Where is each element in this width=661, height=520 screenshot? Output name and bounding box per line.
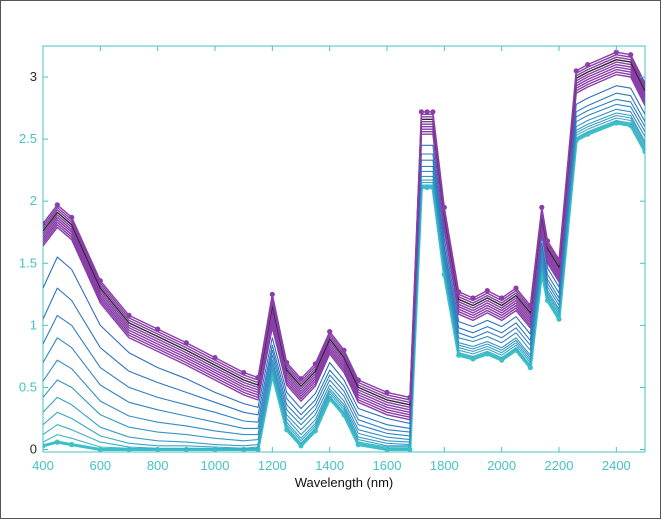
- y-tick-label: 1.5: [19, 255, 37, 270]
- series-marker-1: [527, 302, 533, 309]
- series-line-9: [43, 71, 645, 418]
- y-tick-label: 2: [30, 193, 37, 208]
- series-marker-1: [312, 361, 318, 367]
- series-line-3: [43, 56, 645, 403]
- series-marker-1: [126, 312, 132, 318]
- series-marker-1: [241, 369, 247, 376]
- series-marker-1: [484, 288, 490, 294]
- series-line-7: [43, 66, 645, 413]
- series-line-19: [43, 119, 645, 451]
- x-tick-label: 2400: [602, 458, 631, 473]
- x-tick-label: 1600: [373, 458, 402, 473]
- series-marker-1: [470, 295, 476, 301]
- series-marker-1: [255, 374, 261, 381]
- y-tick-label: 3: [30, 69, 37, 84]
- x-tick-label: 2000: [487, 458, 516, 473]
- series-line-10: [43, 73, 645, 421]
- series-marker-1: [642, 80, 645, 86]
- series-line-16: [43, 112, 645, 443]
- series-line-5: [43, 61, 645, 408]
- series-marker-1: [54, 202, 60, 208]
- series-marker-1: [97, 278, 103, 284]
- series-line-18: [43, 117, 645, 449]
- series-marker-1: [544, 238, 551, 244]
- series-line-8: [43, 68, 645, 416]
- series-marker-1: [499, 295, 505, 301]
- series-marker-1: [513, 285, 519, 291]
- series-marker-1: [298, 376, 304, 382]
- series-marker-1: [539, 204, 545, 210]
- series-marker-1: [327, 329, 333, 335]
- series-line-17: [43, 114, 645, 447]
- series-marker-21: [54, 439, 60, 445]
- x-tick-label: 1800: [430, 458, 459, 473]
- x-tick-label: 400: [32, 458, 54, 473]
- series-marker-1: [424, 109, 430, 115]
- series-marker-1: [69, 214, 75, 220]
- series-line-11: [43, 85, 645, 424]
- series-marker-1: [341, 347, 347, 353]
- y-axis: 0 0.5 1 1.5 2 2.5 3: [19, 69, 645, 457]
- x-tick-label: 2200: [545, 458, 574, 473]
- series-layer: [43, 49, 645, 452]
- series-marker-1: [43, 220, 46, 227]
- series-marker-1: [585, 62, 591, 68]
- series-line-4: [43, 59, 645, 406]
- series-marker-1: [155, 326, 161, 332]
- series-marker-1: [418, 109, 424, 115]
- x-tick-label: 600: [89, 458, 111, 473]
- series-marker-1: [183, 340, 189, 346]
- series-marker-1: [355, 377, 361, 383]
- series-marker-21: [43, 443, 46, 449]
- series-marker-1: [456, 289, 462, 295]
- series-line-13: [43, 98, 645, 433]
- series-marker-21: [298, 443, 304, 449]
- series-marker-1: [556, 257, 562, 263]
- series-line-14: [43, 103, 645, 437]
- series-marker-1: [430, 109, 436, 115]
- x-tick-label: 1200: [258, 458, 287, 473]
- y-tick-label: 0.5: [19, 379, 37, 394]
- series-marker-21: [527, 365, 533, 371]
- series-marker-1: [384, 389, 390, 395]
- series-marker-21: [69, 442, 75, 448]
- series-marker-1: [269, 291, 275, 297]
- y-tick-label: 1: [30, 317, 37, 332]
- series-line-12: [43, 92, 645, 429]
- y-tick-label: 0: [30, 442, 37, 457]
- series-marker-1: [284, 360, 290, 366]
- series-marker-21: [556, 316, 562, 322]
- series-line-20: [43, 121, 645, 451]
- series-marker-1: [407, 394, 413, 400]
- series-marker-1: [628, 52, 634, 58]
- x-axis: 400 600 800 1000 1200 1400 1600 1800 2000 2200 240…: [32, 46, 631, 473]
- series-marker-21: [424, 184, 430, 191]
- x-tick-label: 800: [147, 458, 169, 473]
- series-marker-1: [613, 49, 619, 55]
- series-marker-1: [441, 204, 447, 210]
- x-tick-label: 1400: [315, 458, 344, 473]
- series-line-6: [43, 63, 645, 411]
- x-tick-label: 1000: [201, 458, 230, 473]
- series-marker-1: [212, 355, 218, 361]
- series-line-15: [43, 108, 645, 441]
- series-marker-1: [573, 68, 579, 74]
- x-axis-label: Wavelength (nm): [295, 475, 394, 490]
- y-tick-label: 2.5: [19, 131, 37, 146]
